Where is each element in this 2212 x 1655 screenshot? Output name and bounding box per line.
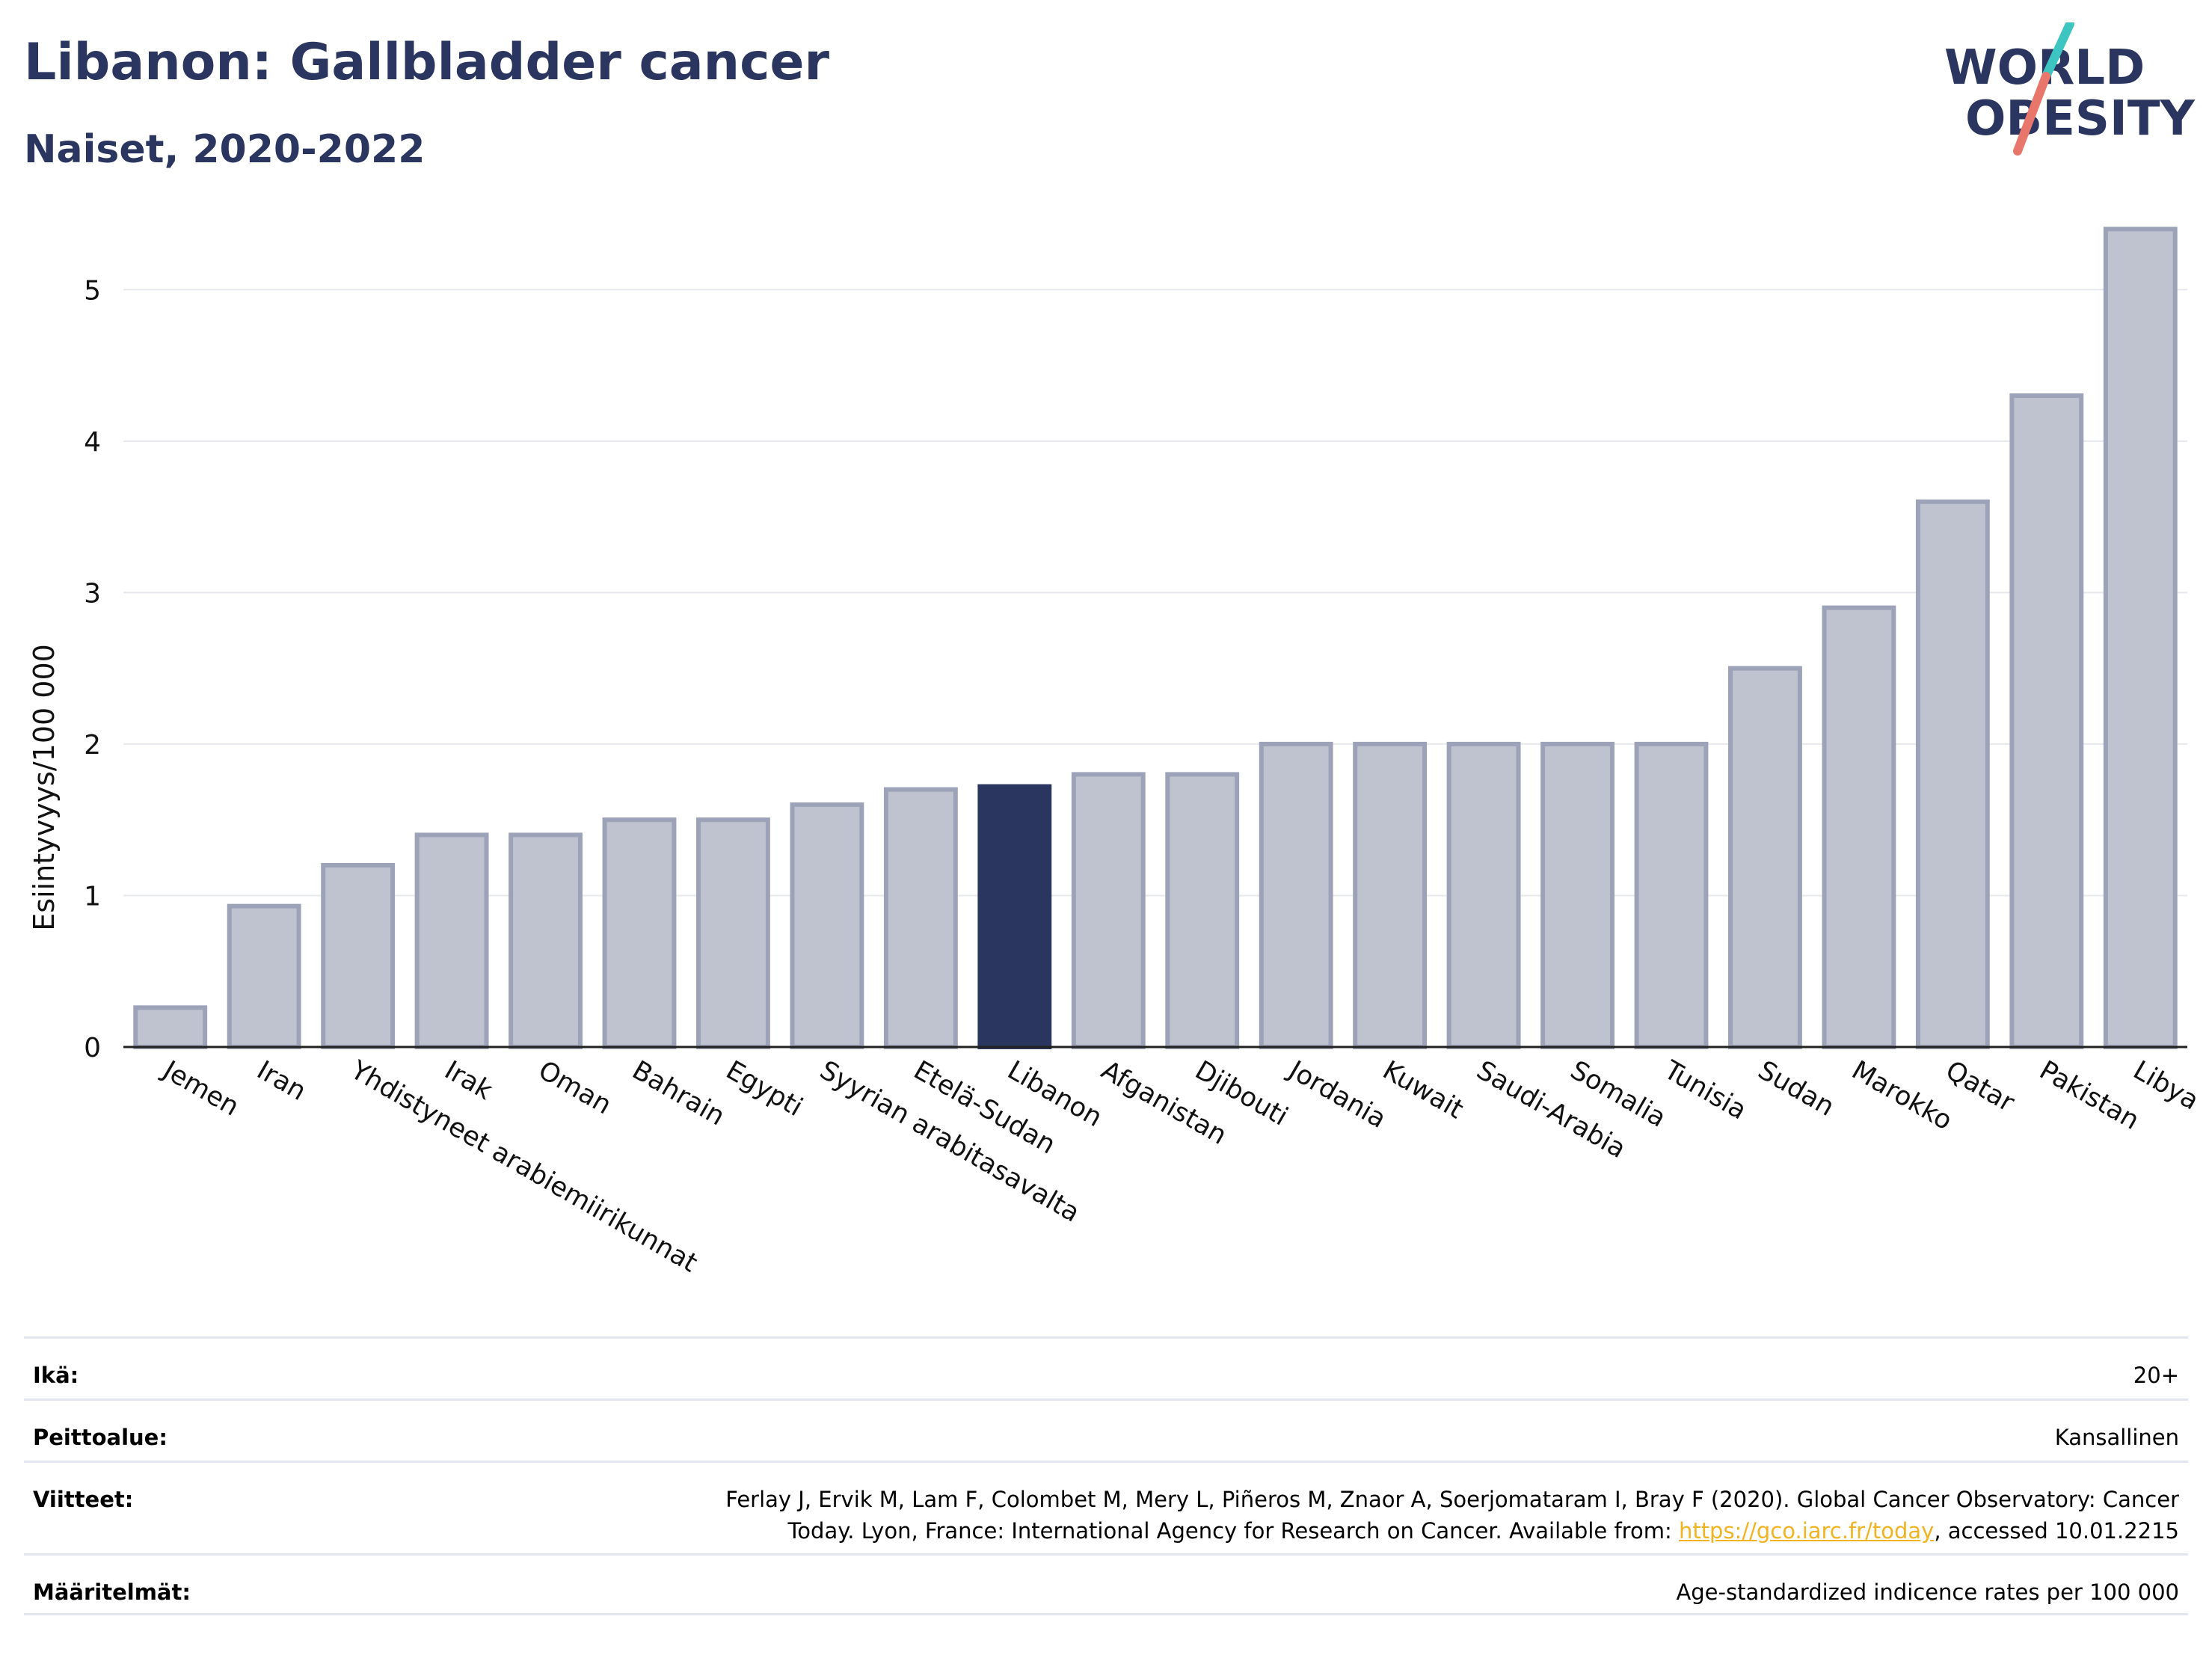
- meta-row-age: Ikä: 20+: [24, 1336, 2188, 1398]
- world-obesity-logo: WORLD OBESITY: [1944, 22, 2195, 156]
- logo-slash-teal: [2042, 22, 2074, 81]
- x-tick-label: Egypti: [721, 1055, 808, 1123]
- x-tick-label: Iran: [252, 1055, 311, 1107]
- x-tick-label: Marokko: [1846, 1055, 1957, 1136]
- y-tick-label: 3: [84, 578, 101, 609]
- bar-afganistan: [1071, 772, 1146, 1050]
- x-tick-label: Jordania: [1282, 1054, 1391, 1134]
- bar-yhdistyneet-arabiemiirikunnat: [321, 862, 396, 1049]
- x-tick-label: Bahrain: [627, 1055, 730, 1132]
- metadata-table: Ikä: 20+ Peittoalue: Kansallinen Viittee…: [24, 1336, 2188, 1615]
- x-tick-label: Sudan: [1753, 1055, 1839, 1123]
- chart-title: Libanon: Gallbladder cancer: [24, 33, 830, 92]
- bar-marokko: [1822, 605, 1896, 1049]
- x-tick-label: Oman: [533, 1055, 616, 1120]
- references-line1: Ferlay J, Ervik M, Lam F, Colombet M, Me…: [725, 1487, 2179, 1512]
- y-tick-label: 1: [84, 881, 101, 912]
- bar-jordania: [1259, 741, 1333, 1050]
- y-tick-labels: 0 1 2 3 4 5: [84, 275, 101, 1063]
- x-tick-label: Kuwait: [1377, 1055, 1468, 1125]
- references-accessed: , accessed 10.01.2215: [1934, 1518, 2179, 1544]
- bar-libya: [2103, 227, 2178, 1050]
- bar-jemen: [133, 1005, 208, 1049]
- bar-libanon: [977, 784, 1052, 1049]
- y-tick-label: 5: [84, 275, 101, 306]
- bar-somalia: [1540, 741, 1615, 1050]
- meta-row-coverage: Peittoalue: Kansallinen: [24, 1398, 2188, 1461]
- x-tick-label: Pakistan: [2034, 1055, 2144, 1136]
- coverage-label: Peittoalue:: [33, 1425, 168, 1450]
- bar-egypti: [696, 817, 770, 1049]
- references-label: Viitteet:: [33, 1487, 134, 1512]
- bar-chart: 0 1 2 3 4 5 Jemen Iran Yhdistyneet arabiemiirik…: [28, 227, 2204, 1279]
- meta-row-references: Viitteet: Ferlay J, Ervik M, Lam F, Colo…: [24, 1461, 2188, 1553]
- x-tick-labels: Jemen Iran Yhdistyneet arabiemiirikunnatIr…: [156, 1054, 2203, 1278]
- definitions-value: Age-standardized indicence rates per 100…: [1676, 1579, 2179, 1605]
- meta-row-definitions: Määritelmät: Age-standardized indicence …: [24, 1553, 2188, 1615]
- bars: [133, 227, 2178, 1050]
- bar-saudi-arabia: [1446, 741, 1521, 1050]
- definitions-label: Määritelmät:: [33, 1579, 191, 1605]
- logo-line2: OBESITY: [1965, 91, 2195, 147]
- references-value: Ferlay J, Ervik M, Lam F, Colombet M, Me…: [725, 1484, 2179, 1547]
- coverage-value: Kansallinen: [2054, 1425, 2179, 1450]
- references-line2: Today. Lyon, France: International Agenc…: [787, 1518, 1679, 1544]
- bar-pakistan: [2009, 393, 2084, 1049]
- y-tick-label: 2: [84, 730, 101, 761]
- bar-etel-sudan: [883, 787, 958, 1049]
- age-value: 20+: [2133, 1363, 2179, 1388]
- bar-syyrian-arabitasavalta: [790, 802, 864, 1049]
- bar-iran: [227, 903, 301, 1049]
- bar-sudan: [1728, 666, 1802, 1049]
- references-link[interactable]: https://gco.iarc.fr/today: [1678, 1518, 1935, 1544]
- x-tick-label: Tunisia: [1659, 1055, 1751, 1126]
- logo-slash-red: [2013, 72, 2050, 156]
- y-tick-label: 4: [84, 427, 101, 458]
- bar-kuwait: [1353, 741, 1428, 1050]
- bar-oman: [509, 832, 583, 1050]
- y-axis-label: Esiintyvyys/100 000: [28, 644, 61, 931]
- chart-subtitle: Naiset, 2020-2022: [24, 127, 425, 172]
- bar-djibouti: [1165, 772, 1240, 1050]
- x-tick-label: Jemen: [156, 1054, 244, 1122]
- bar-qatar: [1915, 499, 1990, 1049]
- x-tick-label: Irak: [440, 1055, 498, 1106]
- age-label: Ikä:: [33, 1363, 79, 1388]
- bar-irak: [414, 832, 489, 1050]
- bar-bahrain: [602, 817, 677, 1049]
- y-tick-label: 0: [84, 1033, 101, 1063]
- bar-tunisia: [1634, 741, 1709, 1050]
